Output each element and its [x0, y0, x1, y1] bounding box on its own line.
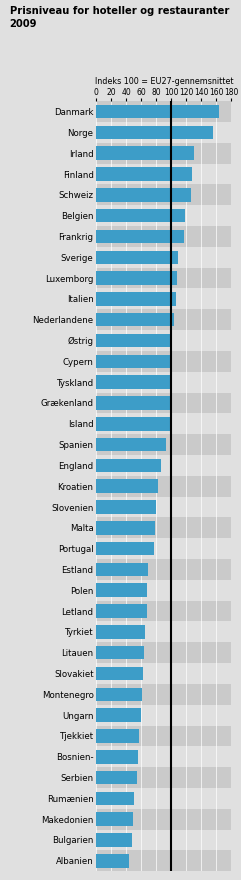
Bar: [96, 268, 231, 289]
Bar: [96, 351, 231, 371]
Bar: [96, 705, 231, 725]
Bar: [96, 334, 172, 348]
Bar: [96, 708, 141, 722]
Bar: [96, 271, 177, 285]
Bar: [96, 438, 166, 451]
Bar: [96, 458, 161, 473]
Bar: [96, 667, 143, 680]
Bar: [96, 205, 231, 226]
Text: Prisniveau for hoteller og restauranter
2009: Prisniveau for hoteller og restauranter …: [10, 6, 229, 28]
Bar: [96, 542, 154, 555]
Bar: [96, 230, 184, 243]
Bar: [96, 330, 231, 351]
Bar: [96, 455, 231, 476]
Bar: [96, 476, 231, 496]
Bar: [96, 517, 231, 539]
Bar: [96, 646, 144, 659]
Bar: [96, 396, 171, 410]
Bar: [96, 809, 231, 830]
Bar: [96, 854, 129, 868]
Bar: [96, 812, 133, 826]
Bar: [96, 251, 178, 264]
Bar: [96, 642, 231, 664]
Bar: [96, 725, 231, 746]
Bar: [96, 583, 147, 597]
Bar: [96, 625, 145, 639]
Bar: [96, 247, 231, 268]
Bar: [96, 122, 231, 143]
Bar: [96, 601, 231, 621]
Bar: [96, 417, 171, 430]
Bar: [96, 539, 231, 559]
Bar: [96, 126, 213, 139]
Bar: [96, 500, 156, 514]
Bar: [96, 605, 147, 618]
X-axis label: Indeks 100 = EU27-gennemsnittet: Indeks 100 = EU27-gennemsnittet: [95, 77, 233, 86]
Bar: [96, 434, 231, 455]
Bar: [96, 376, 171, 389]
Bar: [96, 164, 231, 185]
Bar: [96, 788, 231, 809]
Bar: [96, 105, 219, 119]
Bar: [96, 562, 148, 576]
Bar: [96, 833, 132, 847]
Bar: [96, 185, 231, 205]
Bar: [96, 101, 231, 122]
Bar: [96, 143, 231, 164]
Bar: [96, 687, 142, 701]
Bar: [96, 521, 155, 534]
Bar: [96, 559, 231, 580]
Bar: [96, 309, 231, 330]
Bar: [96, 167, 192, 180]
Bar: [96, 292, 176, 305]
Bar: [96, 750, 138, 764]
Bar: [96, 392, 231, 414]
Bar: [96, 146, 194, 160]
Bar: [96, 289, 231, 309]
Bar: [96, 209, 185, 223]
Bar: [96, 771, 137, 784]
Bar: [96, 767, 231, 788]
Bar: [96, 188, 191, 202]
Bar: [96, 664, 231, 684]
Bar: [96, 850, 231, 871]
Bar: [96, 621, 231, 642]
Bar: [96, 414, 231, 434]
Bar: [96, 684, 231, 705]
Bar: [96, 371, 231, 392]
Bar: [96, 496, 231, 517]
Bar: [96, 580, 231, 601]
Bar: [96, 355, 171, 368]
Bar: [96, 792, 134, 805]
Bar: [96, 730, 139, 743]
Bar: [96, 746, 231, 767]
Bar: [96, 226, 231, 247]
Bar: [96, 313, 174, 326]
Bar: [96, 830, 231, 850]
Bar: [96, 480, 158, 493]
